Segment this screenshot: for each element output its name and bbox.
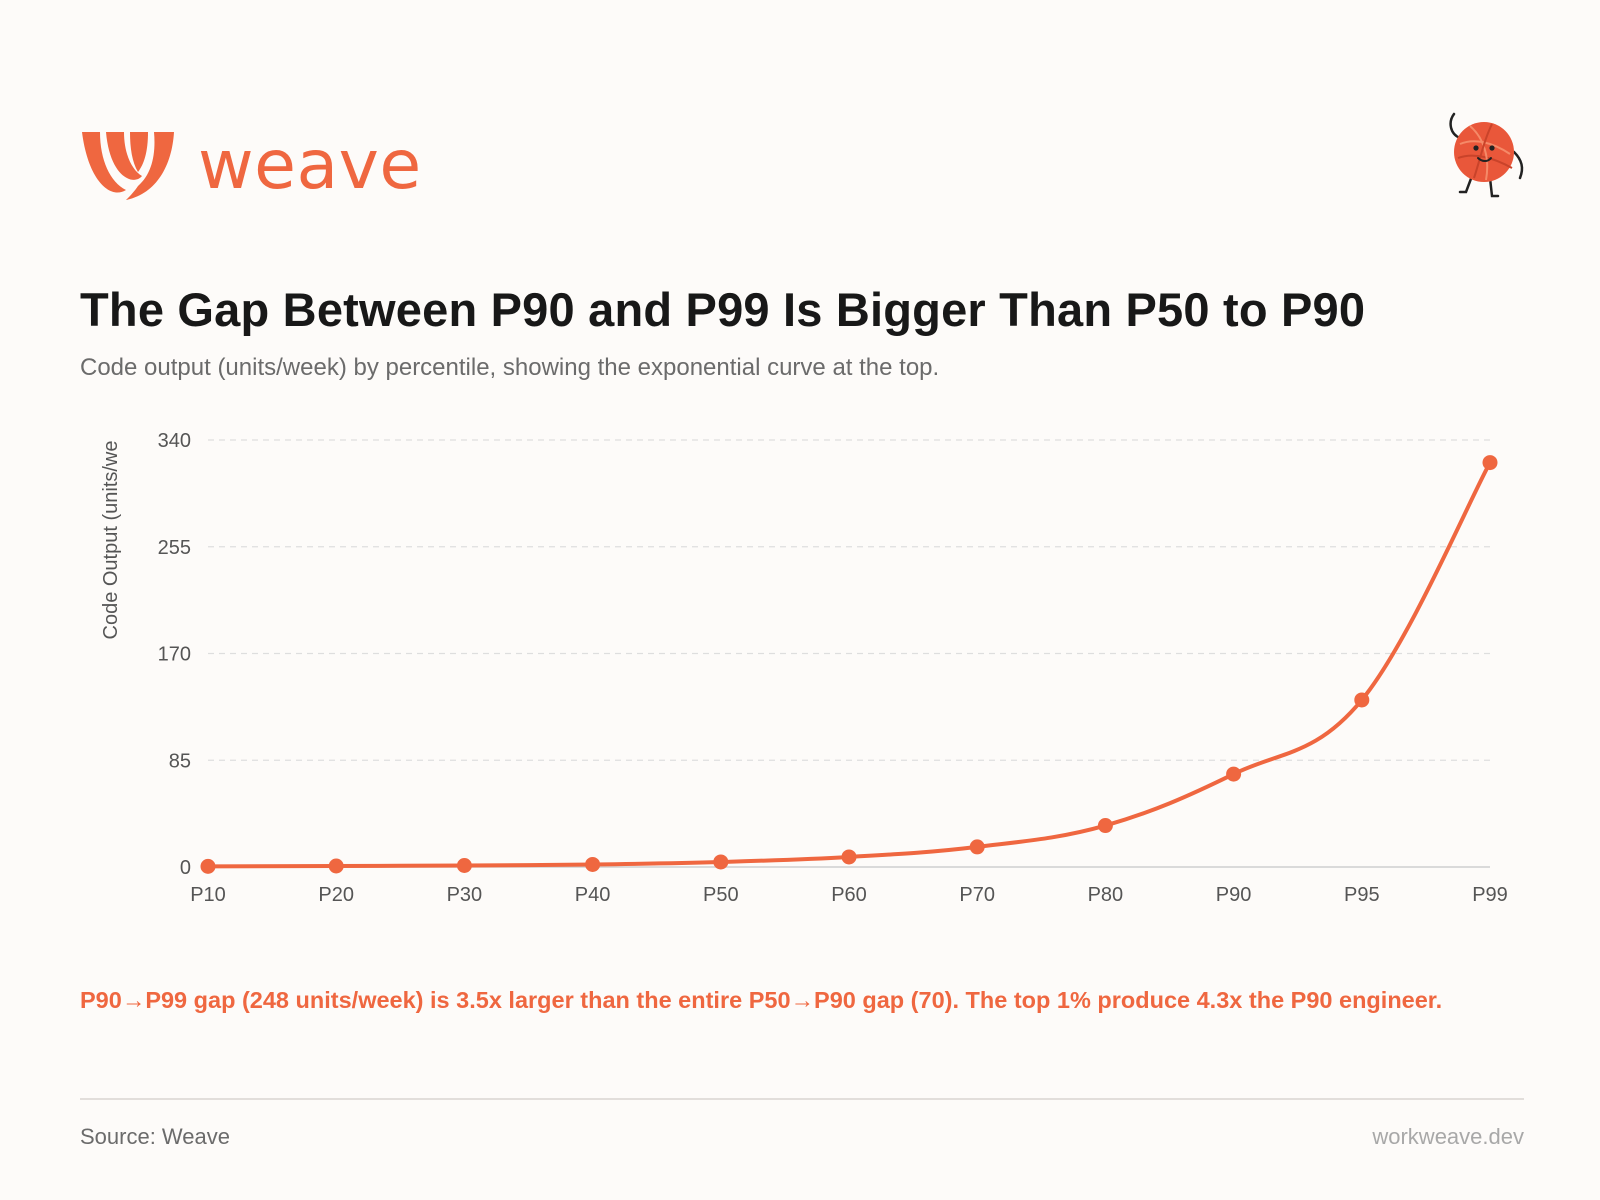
x-tick-label: P50 <box>703 884 739 906</box>
data-point-p30[interactable] <box>456 857 472 873</box>
data-point-p70[interactable] <box>969 839 985 855</box>
x-tick-label: P95 <box>1344 884 1380 906</box>
data-point-p99[interactable] <box>1482 455 1498 471</box>
yarn-ball-mascot-icon <box>1440 108 1530 205</box>
y-tick-label: 170 <box>158 644 191 666</box>
x-tick-label: P10 <box>190 884 226 906</box>
footer-divider <box>80 1098 1524 1100</box>
data-point-p90[interactable] <box>1226 766 1242 782</box>
weave-logo: weave <box>80 130 422 202</box>
data-point-p60[interactable] <box>841 849 857 865</box>
x-tick-label: P70 <box>959 884 995 906</box>
x-tick-label: P40 <box>575 884 611 906</box>
data-point-p80[interactable] <box>1097 818 1113 834</box>
y-axis-title: Code Output (units/we <box>100 441 122 640</box>
insight-callout: P90→P99 gap (248 units/week) is 3.5x lar… <box>80 987 1443 1013</box>
x-tick-label: P30 <box>447 884 483 906</box>
x-tick-label: P20 <box>318 884 354 906</box>
line-chart: 0 85 170 255 340 P10 P20 P30 P40 P50 P60 P70 P80 P90… <box>100 430 1508 906</box>
y-axis-ticks: 0 85 170 255 340 <box>158 430 191 879</box>
series-line <box>206 460 1492 869</box>
y-tick-label: 0 <box>180 857 191 879</box>
x-tick-label: P60 <box>831 884 867 906</box>
source-label: Source: Weave <box>80 1124 231 1149</box>
chart-subtitle: Code output (units/week) by percentile, … <box>80 354 940 381</box>
data-point-p20[interactable] <box>328 858 344 874</box>
x-axis-ticks: P10 P20 P30 P40 P50 P60 P70 P80 P90 P95 P99 <box>190 884 1508 906</box>
x-tick-label: P90 <box>1216 884 1252 906</box>
data-point-p40[interactable] <box>585 856 601 872</box>
chart-grid <box>208 439 1490 868</box>
data-point-p50[interactable] <box>713 854 729 870</box>
y-tick-label: 340 <box>158 430 191 452</box>
chart-title: The Gap Between P90 and P99 Is Bigger Th… <box>80 283 1366 336</box>
series-points <box>200 455 1498 874</box>
site-link[interactable]: workweave.dev <box>1372 1124 1524 1149</box>
weave-logo-icon <box>82 132 174 200</box>
data-point-p10[interactable] <box>200 858 216 874</box>
brand-name: weave <box>198 126 422 205</box>
data-point-p95[interactable] <box>1354 692 1370 708</box>
y-tick-label: 85 <box>169 750 191 772</box>
x-tick-label: P99 <box>1472 884 1508 906</box>
x-tick-label: P80 <box>1088 884 1124 906</box>
y-tick-label: 255 <box>158 537 191 559</box>
